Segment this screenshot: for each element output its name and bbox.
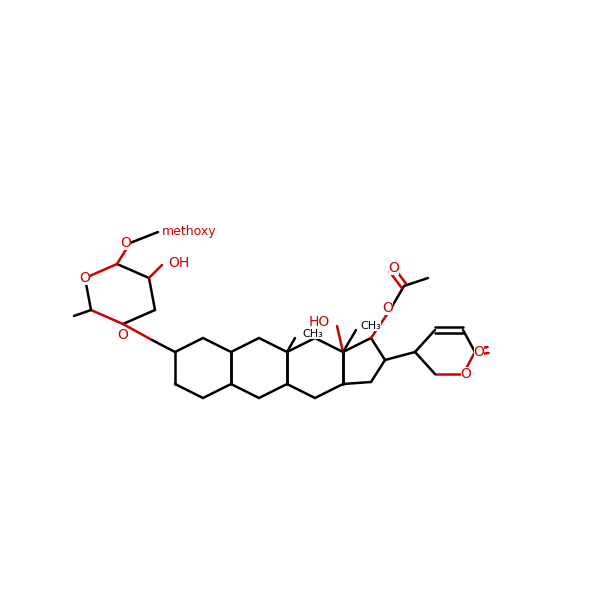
Text: O: O — [383, 301, 394, 315]
Text: O: O — [121, 236, 131, 250]
Text: OH: OH — [168, 256, 189, 270]
Text: CH₃: CH₃ — [302, 329, 323, 339]
Text: HO: HO — [309, 315, 330, 329]
Text: O: O — [473, 345, 484, 359]
Text: CH₃: CH₃ — [360, 321, 381, 331]
Text: methoxy: methoxy — [162, 226, 217, 238]
Text: O: O — [118, 328, 128, 342]
Text: O: O — [461, 367, 472, 381]
Text: O: O — [80, 271, 91, 285]
Text: O: O — [389, 261, 400, 275]
